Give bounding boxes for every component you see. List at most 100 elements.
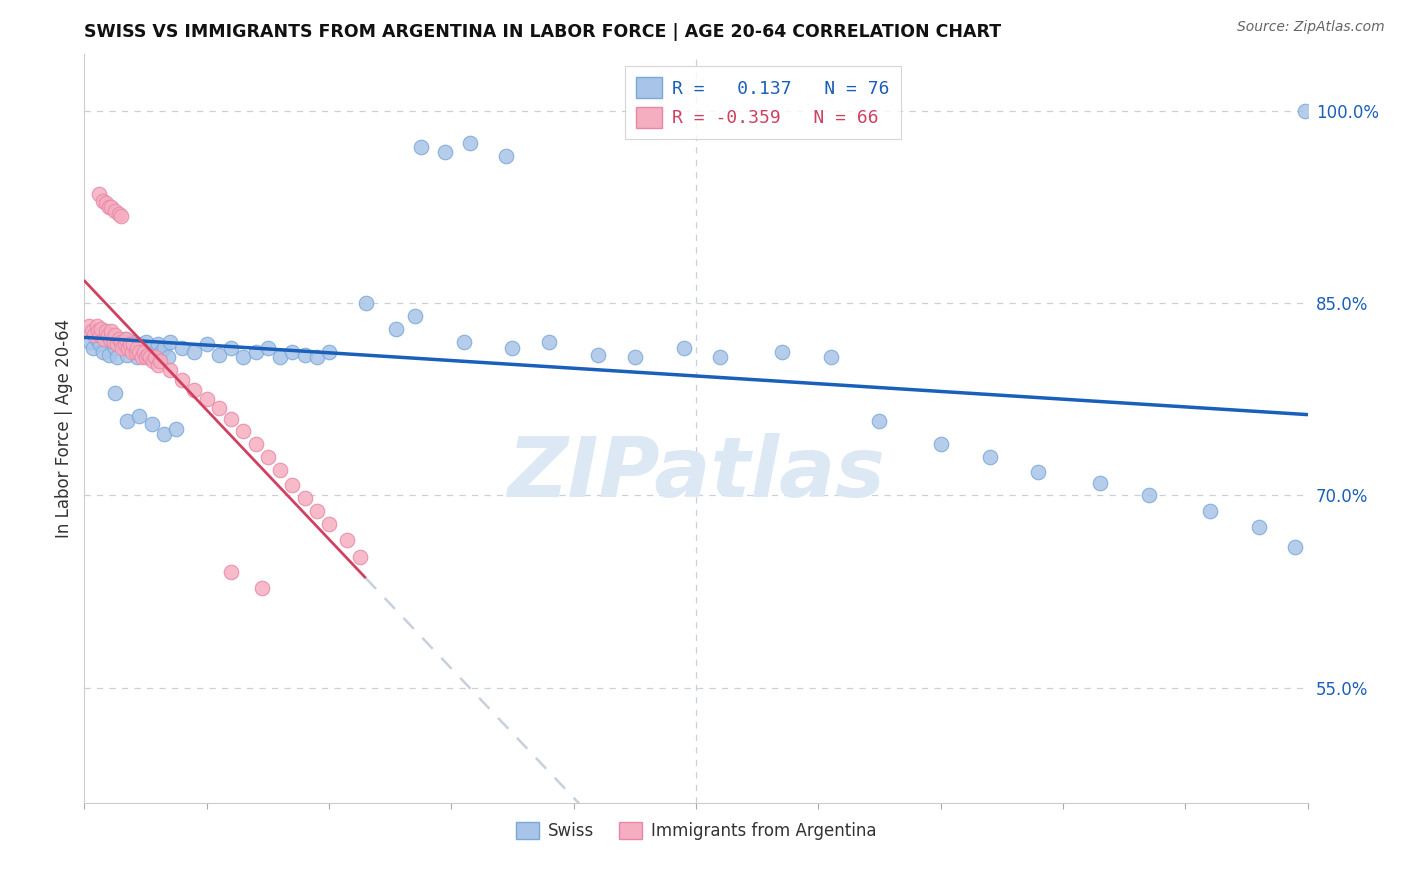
Point xyxy=(305,504,328,518)
Point xyxy=(349,549,371,564)
Point xyxy=(80,325,103,339)
Point xyxy=(122,334,145,349)
Point xyxy=(250,581,273,595)
Point xyxy=(672,341,695,355)
Point xyxy=(118,337,141,351)
Point xyxy=(624,350,647,364)
Point xyxy=(114,332,136,346)
Point xyxy=(1284,540,1306,554)
Y-axis label: In Labor Force | Age 20-64: In Labor Force | Age 20-64 xyxy=(55,318,73,538)
Point xyxy=(183,384,205,398)
Point xyxy=(318,345,340,359)
Point xyxy=(1247,520,1270,534)
Point xyxy=(495,149,517,163)
Point xyxy=(111,341,134,355)
Point xyxy=(538,334,561,349)
Point xyxy=(115,332,138,346)
Point xyxy=(146,358,169,372)
Point xyxy=(91,194,114,208)
Point xyxy=(156,350,179,364)
Point xyxy=(86,332,108,346)
Point xyxy=(208,347,231,361)
Point xyxy=(117,341,139,355)
Point xyxy=(136,347,159,361)
Point xyxy=(281,345,304,359)
Point xyxy=(100,334,122,349)
Point xyxy=(132,345,155,359)
Point xyxy=(869,414,891,428)
Point xyxy=(232,425,254,439)
Point xyxy=(125,341,148,355)
Point xyxy=(135,334,157,349)
Point xyxy=(979,450,1001,464)
Point xyxy=(105,350,128,364)
Point xyxy=(98,332,121,346)
Point xyxy=(172,341,194,355)
Point xyxy=(135,350,157,364)
Point xyxy=(134,345,156,359)
Point xyxy=(79,334,101,349)
Text: SWISS VS IMMIGRANTS FROM ARGENTINA IN LABOR FORCE | AGE 20-64 CORRELATION CHART: SWISS VS IMMIGRANTS FROM ARGENTINA IN LA… xyxy=(84,23,1001,41)
Text: ZIPatlas: ZIPatlas xyxy=(508,433,884,514)
Point xyxy=(336,533,359,548)
Point xyxy=(115,414,138,428)
Point xyxy=(153,426,176,441)
Point xyxy=(142,354,165,368)
Point xyxy=(153,341,176,355)
Point xyxy=(143,350,166,364)
Point xyxy=(125,345,148,359)
Point xyxy=(94,328,117,343)
Point xyxy=(294,347,316,361)
Point xyxy=(586,347,609,361)
Point xyxy=(281,478,304,492)
Point xyxy=(146,337,169,351)
Point xyxy=(409,140,432,154)
Point xyxy=(104,204,127,219)
Point xyxy=(1088,475,1111,490)
Point xyxy=(453,334,475,349)
Point xyxy=(245,345,267,359)
Point xyxy=(257,450,280,464)
Point xyxy=(502,341,524,355)
Point xyxy=(89,328,111,343)
Point xyxy=(93,332,115,346)
Point xyxy=(96,325,118,339)
Point xyxy=(149,354,172,368)
Point xyxy=(172,373,194,387)
Point xyxy=(709,350,731,364)
Point xyxy=(159,363,181,377)
Point xyxy=(165,422,187,436)
Point xyxy=(385,322,408,336)
Point xyxy=(110,337,132,351)
Point xyxy=(183,345,205,359)
Point xyxy=(269,350,291,364)
Point xyxy=(83,328,105,343)
Point xyxy=(143,347,166,361)
Point xyxy=(128,345,150,359)
Point xyxy=(105,337,128,351)
Legend: Swiss, Immigrants from Argentina: Swiss, Immigrants from Argentina xyxy=(509,815,883,847)
Point xyxy=(90,322,112,336)
Point xyxy=(89,337,111,351)
Point xyxy=(219,566,242,580)
Point xyxy=(141,341,163,355)
Point xyxy=(1198,504,1220,518)
Point xyxy=(1028,466,1050,480)
Point xyxy=(104,386,127,401)
Point xyxy=(128,409,150,423)
Point xyxy=(82,341,104,355)
Point xyxy=(770,345,793,359)
Point xyxy=(107,332,129,346)
Point xyxy=(404,309,426,323)
Point xyxy=(139,350,162,364)
Point xyxy=(232,350,254,364)
Point xyxy=(136,350,159,364)
Point xyxy=(77,319,100,334)
Point xyxy=(86,319,108,334)
Point xyxy=(110,334,132,349)
Point xyxy=(100,200,122,214)
Point xyxy=(91,345,114,359)
Point xyxy=(141,417,163,431)
Point xyxy=(354,296,377,310)
Point xyxy=(195,337,218,351)
